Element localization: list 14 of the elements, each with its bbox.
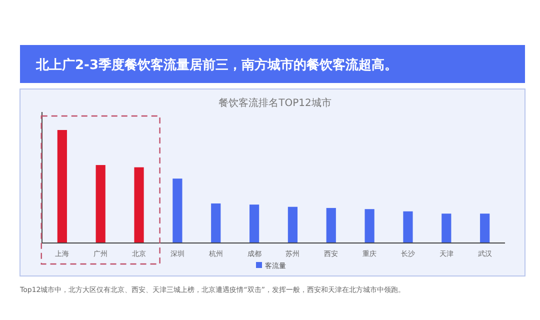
bar <box>480 214 490 243</box>
bar <box>364 209 374 243</box>
chart-subtitle: 餐饮客流排名TOP12城市 <box>218 97 332 109</box>
bar <box>172 178 182 243</box>
chart-title: 北上广2-3季度餐饮客流量居前三，南方城市的餐饮客流超高。 <box>35 57 398 73</box>
bar <box>96 165 106 243</box>
bar <box>442 214 452 243</box>
bar <box>288 206 298 243</box>
bar <box>211 203 221 243</box>
bar <box>57 130 67 243</box>
bar <box>326 208 336 243</box>
bar <box>249 204 260 243</box>
bar <box>403 211 413 243</box>
bar <box>134 167 144 243</box>
